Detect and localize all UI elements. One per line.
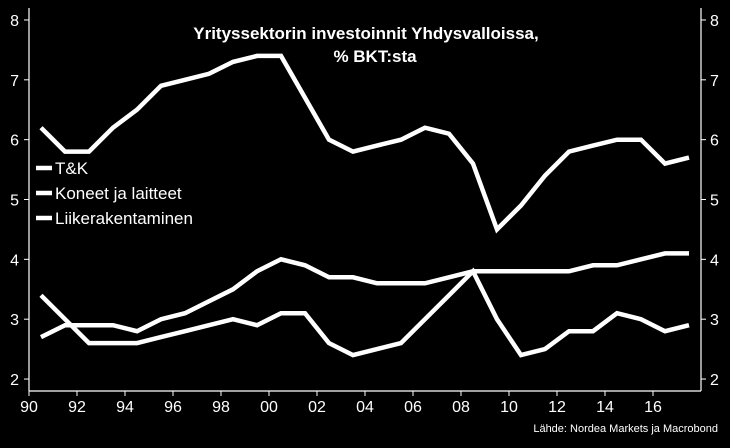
x-tick-label: 90 bbox=[20, 399, 38, 416]
y-tick-label-right: 7 bbox=[710, 73, 719, 90]
axes: 2 23 34 45 56 67 78 890 92 94 96 98 00 02 04 06 08 10 12 14… bbox=[10, 8, 719, 416]
x-tick-label: 08 bbox=[452, 399, 470, 416]
y-tick-label-right: 2 bbox=[710, 372, 719, 389]
x-tick-label: 96 bbox=[164, 399, 182, 416]
x-tick-label: 94 bbox=[116, 399, 134, 416]
x-tick-label: 10 bbox=[500, 399, 518, 416]
y-tick-label-left: 5 bbox=[10, 193, 19, 210]
x-tick-label: 04 bbox=[356, 399, 374, 416]
series-line-1 bbox=[39, 53, 690, 234]
x-tick-label: 16 bbox=[644, 399, 662, 416]
y-tick-label-left: 8 bbox=[10, 13, 19, 30]
y-tick-label-right: 6 bbox=[710, 133, 719, 150]
x-tick-label: 98 bbox=[212, 399, 230, 416]
x-tick-label: 92 bbox=[68, 399, 86, 416]
legend: T&K Koneet ja laitteet Liikerakentaminen bbox=[36, 159, 193, 228]
x-tick-label: 00 bbox=[260, 399, 278, 416]
y-tick-label-left: 2 bbox=[10, 372, 19, 389]
y-tick-label-left: 3 bbox=[10, 312, 19, 329]
legend-label: T&K bbox=[55, 159, 89, 178]
chart-title-line-1: Yrityssektorin investoinnit Yhdysvallois… bbox=[193, 24, 538, 43]
series-lines bbox=[39, 53, 690, 358]
chart-title: Yrityssektorin investoinnit Yhdysvallois… bbox=[193, 24, 538, 66]
y-tick-label-right: 8 bbox=[710, 13, 719, 30]
legend-label: Koneet ja laitteet bbox=[55, 184, 182, 203]
y-tick-label-right: 3 bbox=[710, 312, 719, 329]
x-tick-label: 12 bbox=[548, 399, 566, 416]
y-tick-label-left: 6 bbox=[10, 133, 19, 150]
series-line-2 bbox=[39, 267, 690, 358]
x-tick-label: 06 bbox=[404, 399, 422, 416]
x-tick-label: 14 bbox=[596, 399, 614, 416]
chart-title-line-2: % BKT:sta bbox=[333, 47, 417, 66]
source-note: Lähde: Nordea Markets ja Macrobond bbox=[533, 423, 718, 435]
series-line-0 bbox=[40, 251, 689, 340]
y-tick-label-right: 4 bbox=[710, 252, 719, 269]
y-tick-label-left: 7 bbox=[10, 73, 19, 90]
x-tick-label: 02 bbox=[308, 399, 326, 416]
y-tick-label-right: 5 bbox=[710, 193, 719, 210]
y-tick-label-left: 4 bbox=[10, 252, 19, 269]
legend-label: Liikerakentaminen bbox=[55, 209, 193, 228]
